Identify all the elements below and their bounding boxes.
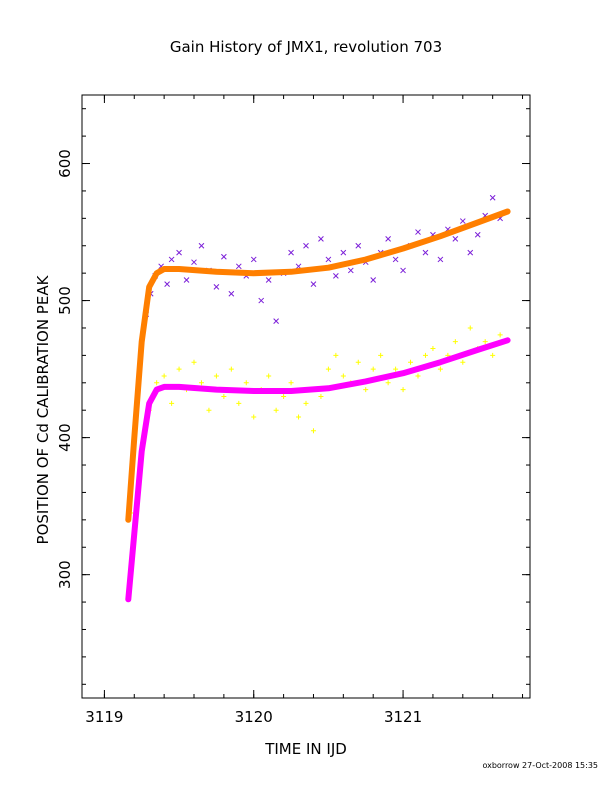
data-point — [400, 267, 406, 274]
data-point — [437, 256, 444, 263]
data-point — [161, 373, 167, 379]
data-point — [176, 249, 182, 256]
data-point — [333, 273, 339, 279]
chart-title: Gain History of JMX1, revolution 703 — [170, 38, 442, 56]
data-point — [415, 373, 421, 379]
data-point — [296, 414, 302, 420]
y-tick-label: 400 — [56, 423, 74, 452]
data-point — [415, 229, 421, 235]
credit-stamp: oxborrow 27-Oct-2008 15:35 — [482, 761, 598, 770]
data-point — [228, 290, 235, 297]
data-point — [198, 242, 205, 249]
data-point — [235, 263, 242, 270]
data-series — [125, 194, 511, 603]
fit-curve — [125, 208, 511, 523]
series-2 — [125, 208, 511, 523]
data-point — [213, 284, 220, 290]
data-point — [474, 231, 481, 238]
data-point — [154, 380, 160, 386]
data-point — [243, 380, 249, 386]
data-point — [452, 236, 459, 242]
data-point — [355, 359, 361, 365]
data-point — [265, 277, 272, 283]
data-point — [385, 380, 391, 386]
data-point — [393, 366, 399, 372]
y-axis: 300 400 500 600 — [56, 108, 530, 685]
data-point — [482, 339, 488, 345]
y-tick-label: 300 — [56, 560, 74, 589]
data-point — [467, 249, 474, 256]
data-point — [355, 242, 362, 249]
data-point — [303, 242, 309, 249]
data-point — [198, 380, 204, 386]
data-point — [221, 253, 227, 260]
data-point — [392, 256, 399, 263]
data-point — [408, 359, 414, 365]
data-point — [221, 394, 227, 399]
series-1 — [131, 325, 503, 516]
data-point — [310, 281, 317, 287]
plot-frame — [81, 94, 531, 699]
data-point — [176, 366, 182, 372]
data-point — [430, 346, 436, 352]
data-point — [490, 352, 496, 358]
data-point — [228, 366, 234, 372]
data-point — [168, 256, 175, 263]
data-point — [310, 428, 316, 434]
data-point — [459, 218, 466, 224]
data-point — [460, 359, 466, 365]
data-point — [325, 256, 332, 263]
x-tick-label: 3119 — [85, 708, 123, 726]
data-point — [318, 394, 324, 399]
data-point — [370, 366, 376, 372]
data-point — [489, 194, 496, 201]
series-3 — [125, 337, 511, 603]
data-point — [281, 394, 287, 399]
data-point — [273, 318, 279, 324]
data-point — [303, 400, 309, 406]
data-point — [467, 325, 473, 331]
data-point — [422, 249, 429, 256]
data-point — [452, 339, 458, 345]
data-point — [340, 373, 346, 379]
data-point — [288, 249, 294, 256]
data-point — [437, 366, 443, 372]
data-point — [333, 352, 339, 358]
data-point — [497, 332, 503, 338]
data-point — [363, 387, 369, 393]
data-point — [273, 407, 279, 413]
data-point — [318, 236, 324, 242]
y-axis-label: POSITION OF Cd CALIBRATION PEAK — [34, 274, 52, 544]
data-point — [378, 352, 384, 358]
x-tick-label: 3120 — [235, 708, 273, 726]
data-point — [213, 373, 219, 379]
data-point — [191, 359, 197, 365]
data-point — [385, 236, 391, 242]
data-point — [164, 281, 170, 287]
data-point — [250, 256, 257, 263]
data-point — [340, 249, 347, 256]
x-tick-label: 3121 — [384, 708, 422, 726]
data-point — [258, 297, 265, 304]
data-point — [266, 373, 272, 379]
data-point — [206, 407, 212, 413]
data-point — [400, 387, 406, 393]
data-point — [325, 366, 331, 372]
data-point — [347, 267, 354, 274]
data-point — [169, 400, 175, 406]
fit-curve — [125, 337, 511, 603]
data-point — [422, 352, 428, 358]
data-point — [251, 414, 257, 420]
data-point — [183, 277, 190, 283]
data-point — [288, 380, 294, 386]
data-point — [370, 277, 377, 283]
data-point — [191, 259, 197, 266]
x-axis: 3119 3120 3121 — [85, 95, 524, 726]
data-point — [236, 400, 242, 406]
y-tick-label: 500 — [56, 286, 74, 315]
x-axis-label: TIME IN IJD — [264, 740, 347, 758]
y-tick-label: 600 — [56, 149, 74, 178]
